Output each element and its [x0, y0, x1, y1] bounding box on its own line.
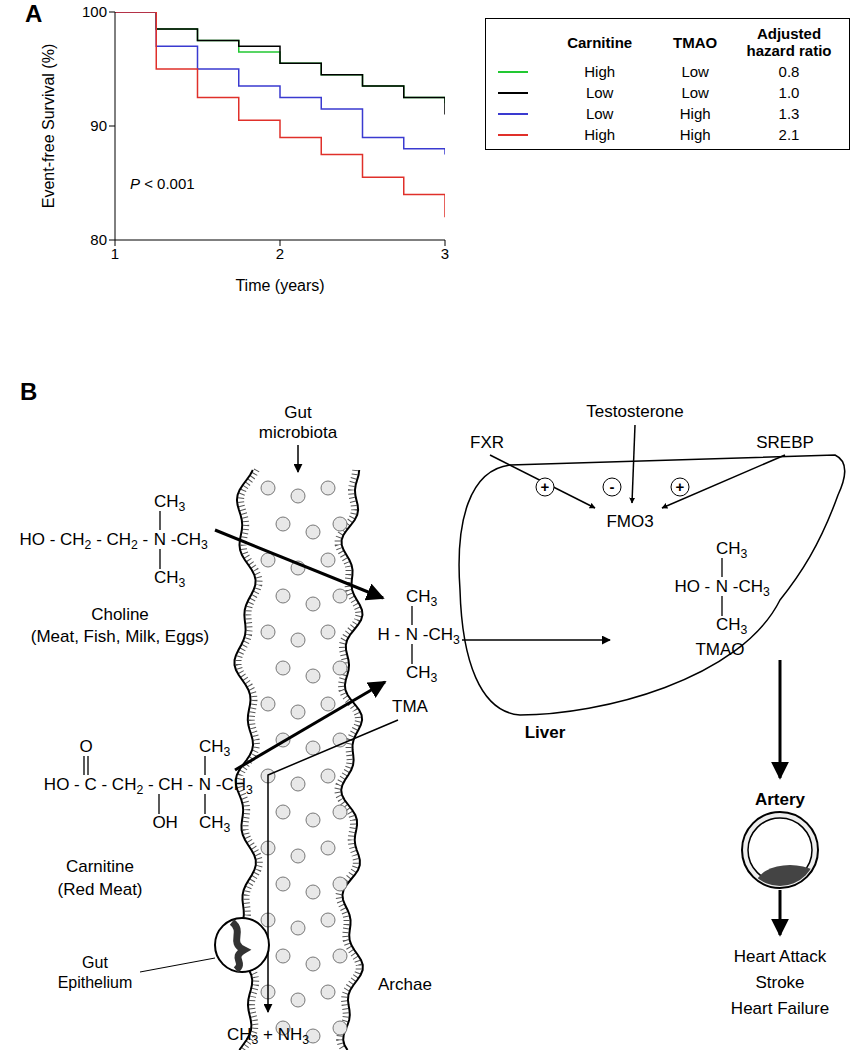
svg-text:-CH3: -CH3 [418, 625, 460, 647]
svg-text:Carnitine: Carnitine [66, 857, 134, 876]
html-text:High: High [584, 63, 616, 80]
svg-text:Liver: Liver [525, 723, 566, 742]
svg-text:N: N [199, 775, 211, 794]
html-text:Low: Low [585, 84, 614, 101]
svg-text:H -: H - [378, 625, 405, 644]
svg-text:Stroke: Stroke [755, 973, 804, 992]
html-text:0.8: 0.8 [778, 63, 800, 80]
svg-text:SREBP: SREBP [756, 433, 814, 452]
svg-text:CH3: CH3 [716, 615, 748, 637]
svg-text:O: O [79, 737, 92, 756]
svg-text:microbiota: microbiota [259, 423, 338, 442]
svg-text:Heart Failure: Heart Failure [731, 999, 829, 1018]
svg-text:CH3: CH3 [154, 492, 186, 514]
svg-text:Epithelium: Epithelium [58, 974, 133, 991]
svg-text:(Red Meat): (Red Meat) [57, 880, 142, 899]
svg-text:Testosterone: Testosterone [586, 402, 683, 421]
html-text:Low: Low [681, 63, 709, 80]
svg-text:Gut: Gut [284, 403, 312, 422]
svg-text:N: N [716, 577, 728, 596]
html-text:1.3: 1.3 [778, 105, 800, 122]
html-text:High: High [584, 126, 616, 143]
svg-text:FMO3: FMO3 [606, 512, 653, 531]
svg-text:+: + [676, 478, 685, 495]
svg-text:HO - C - CH2 - CH -: HO - C - CH2 - CH - [44, 775, 198, 797]
svg-text:CH3: CH3 [406, 663, 438, 685]
svg-text:-CH3: -CH3 [166, 530, 208, 552]
svg-text:CH3: CH3 [716, 539, 748, 561]
svg-text:-: - [610, 478, 615, 495]
svg-text:Heart Attack: Heart Attack [734, 947, 827, 966]
svg-text:TMA: TMA [392, 697, 429, 716]
svg-text:CH3: CH3 [199, 813, 231, 835]
svg-text:Archae: Archae [378, 975, 432, 994]
svg-text:OH: OH [152, 813, 178, 832]
svg-text:(Meat, Fish, Milk, Eggs): (Meat, Fish, Milk, Eggs) [31, 627, 210, 646]
svg-text:TMAO: TMAO [695, 640, 744, 659]
svg-text:1: 1 [111, 245, 119, 262]
html-text:Carnitine: Carnitine [567, 33, 633, 51]
svg-text:Event-free Survival (%): Event-free Survival (%) [40, 44, 57, 209]
svg-text:CH3 + NH3: CH3 + NH3 [227, 1025, 309, 1047]
html-text:Low: Low [681, 84, 709, 101]
svg-text:Gut: Gut [82, 954, 108, 971]
svg-text:3: 3 [441, 245, 449, 262]
html-text:High: High [679, 105, 711, 122]
svg-text:HO -: HO - [674, 577, 715, 596]
html-text:Low: Low [585, 105, 614, 122]
svg-text:90: 90 [90, 117, 107, 134]
svg-text:B: B [20, 378, 37, 405]
svg-text:CH3: CH3 [406, 587, 438, 609]
html-text:Adjusted hazard ratio: Adjusted hazard ratio [746, 25, 832, 59]
html-text:1.0: 1.0 [778, 84, 800, 101]
svg-text:Time (years): Time (years) [235, 277, 324, 294]
svg-text:Artery: Artery [755, 790, 806, 809]
html-text:P < 0.001: P < 0.001 [130, 175, 195, 192]
svg-text:-CH3: -CH3 [211, 775, 253, 797]
svg-text:2: 2 [276, 245, 284, 262]
svg-text:CH3: CH3 [199, 737, 231, 759]
svg-text:HO - CH2 - CH2 -: HO - CH2 - CH2 - [19, 530, 153, 552]
svg-text:100: 100 [82, 3, 107, 20]
svg-text:+: + [541, 478, 550, 495]
svg-text:-CH3: -CH3 [728, 577, 770, 599]
html-text:TMAO: TMAO [673, 33, 718, 51]
svg-text:CH3: CH3 [154, 568, 186, 590]
html-text:2.1: 2.1 [778, 126, 800, 143]
html-text:A: A [25, 0, 43, 27]
html-text:High: High [679, 126, 711, 143]
svg-text:Choline: Choline [91, 605, 149, 624]
svg-text:N: N [406, 625, 418, 644]
svg-text:80: 80 [90, 231, 107, 248]
svg-text:N: N [154, 530, 166, 549]
svg-text:FXR: FXR [470, 433, 504, 452]
